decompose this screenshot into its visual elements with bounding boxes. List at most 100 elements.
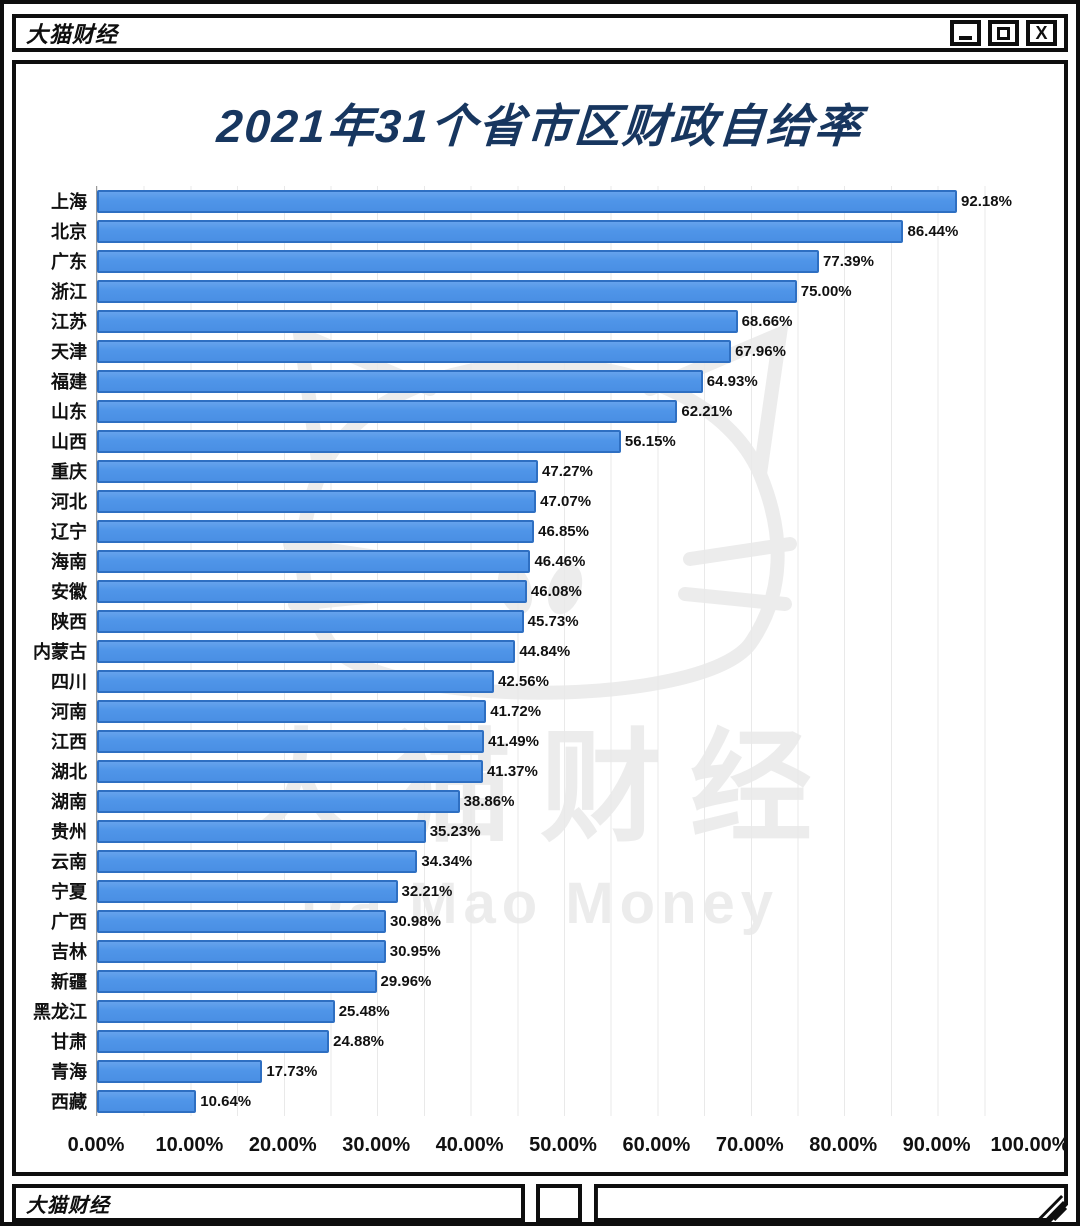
x-tick-label: 60.00% (622, 1134, 691, 1156)
maximize-button[interactable] (988, 20, 1019, 46)
value-label: 68.66% (741, 312, 793, 330)
bar-row: 天津 67.96% (51, 336, 1030, 366)
category-label: 北京 (51, 222, 87, 242)
value-label: 38.86% (463, 792, 515, 810)
bar-row: 上海 92.18% (51, 186, 1030, 216)
value-label: 35.23% (429, 822, 481, 840)
statusbar-brand: 大猫财经 (26, 1194, 110, 1217)
category-label: 海南 (51, 552, 87, 572)
category-label: 宁夏 (51, 882, 87, 902)
category-label: 重庆 (51, 462, 87, 482)
resize-grip-icon (594, 1184, 1068, 1222)
category-label: 贵州 (51, 822, 87, 842)
bar-row: 重庆 47.27% (51, 456, 1030, 486)
bar (97, 489, 537, 513)
bar (97, 789, 460, 813)
category-label: 内蒙古 (33, 642, 87, 662)
bar (97, 699, 487, 723)
category-label: 湖南 (51, 792, 87, 812)
category-label: 福建 (51, 372, 87, 392)
bar (97, 1089, 197, 1113)
bar (97, 909, 387, 933)
bar-row: 湖南 38.86% (51, 786, 1030, 816)
category-label: 江西 (51, 732, 87, 752)
value-label: 46.85% (538, 522, 589, 540)
bar (97, 819, 426, 843)
value-label: 30.98% (390, 912, 441, 930)
bar (97, 459, 539, 483)
x-tick-label: 30.00% (342, 1134, 411, 1156)
titlebar: 大猫财经 X (12, 14, 1068, 52)
x-tick-label: 90.00% (902, 1134, 971, 1156)
value-label: 34.34% (421, 852, 473, 870)
bar-row: 山东 62.21% (51, 396, 1030, 426)
x-tick-label: 20.00% (248, 1134, 317, 1156)
category-label: 上海 (51, 192, 87, 212)
bar-row: 云南 34.34% (51, 846, 1030, 876)
x-tick-label: 70.00% (715, 1134, 784, 1156)
bar (97, 639, 516, 663)
x-tick-label: 10.00% (155, 1134, 224, 1156)
bar-row: 新疆 29.96% (51, 966, 1030, 996)
bar-row: 安徽 46.08% (51, 576, 1030, 606)
chart-title: 2021年31个省市区财政自给率 (215, 100, 865, 152)
bar-row: 内蒙古 44.84% (33, 636, 1030, 666)
category-label: 山东 (51, 402, 87, 422)
bar (97, 249, 820, 273)
bar-row: 宁夏 32.21% (51, 876, 1030, 906)
x-tick-label: 0.00% (67, 1134, 125, 1156)
category-label: 河南 (51, 702, 87, 722)
value-label: 77.39% (823, 252, 874, 270)
category-label: 黑龙江 (33, 1002, 87, 1022)
bar (97, 999, 335, 1023)
close-button[interactable]: X (1026, 20, 1057, 46)
value-label: 45.73% (527, 612, 579, 630)
bar-row: 辽宁 46.85% (51, 516, 1030, 546)
statusbar-resize-panel[interactable] (594, 1184, 1068, 1222)
bar-row: 四川 42.56% (51, 666, 1030, 696)
bar-row: 浙江 75.00% (51, 276, 1030, 306)
bar (97, 939, 386, 963)
category-label: 安徽 (51, 582, 87, 602)
bar-row: 贵州 35.23% (51, 816, 1030, 846)
bar (97, 849, 418, 873)
bar (97, 969, 377, 993)
x-axis: 0.00% 10.00% 20.00% 30.00% 40.00% 50.00% 60.00… (68, 1128, 1064, 1162)
app-title: 大猫财经 (26, 22, 119, 47)
minimize-button[interactable] (950, 20, 981, 46)
bar-row: 山西 56.15% (51, 426, 1030, 456)
value-label: 24.88% (333, 1032, 384, 1050)
bar-row: 青海 17.73% (51, 1056, 1030, 1086)
bar (97, 219, 904, 243)
category-label: 辽宁 (51, 522, 87, 542)
bar-row: 河南 41.72% (51, 696, 1030, 726)
value-label: 92.18% (961, 192, 1012, 210)
close-icon: X (1035, 23, 1048, 43)
bar-chart: 上海 92.18% 北京 86.44% 广东 77.39% 浙江 75.00% 江苏 68.66%… (20, 186, 1064, 1162)
category-label: 陕西 (51, 612, 87, 632)
bar-row: 吉林 30.95% (51, 936, 1030, 966)
bar (97, 309, 738, 333)
bar (97, 189, 958, 213)
value-label: 10.64% (200, 1092, 252, 1110)
bar-row: 甘肃 24.88% (51, 1026, 1030, 1056)
bar (97, 399, 678, 423)
value-label: 41.72% (490, 702, 542, 720)
bar (97, 879, 398, 903)
x-tick-label: 100.00% (990, 1134, 1068, 1156)
x-tick-label: 50.00% (529, 1134, 597, 1156)
bar (97, 729, 485, 753)
category-label: 浙江 (51, 282, 87, 302)
window-controls: X (950, 20, 1064, 46)
category-label: 四川 (51, 672, 87, 692)
value-label: 30.95% (389, 942, 441, 960)
bar (97, 369, 703, 393)
category-label: 天津 (51, 342, 87, 362)
bar-row: 广东 77.39% (51, 246, 1030, 276)
minimize-icon (959, 36, 972, 40)
value-label: 62.21% (681, 402, 733, 420)
category-label: 河北 (51, 492, 87, 512)
category-label: 西藏 (51, 1092, 87, 1112)
maximize-icon (997, 26, 1010, 40)
